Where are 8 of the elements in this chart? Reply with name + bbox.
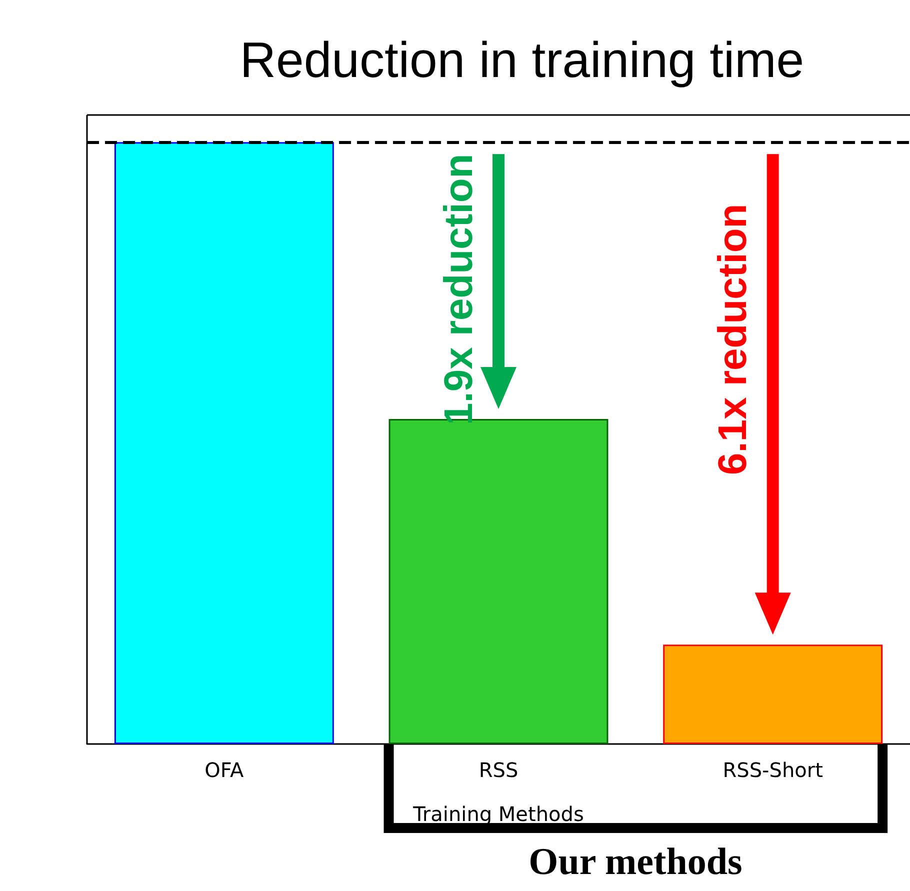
annotation: 6.1x reduction xyxy=(710,204,756,476)
chart-title: Reduction in training time xyxy=(240,32,804,88)
x-axis-title: Training Methods xyxy=(412,802,584,826)
x-tick-label: RSS xyxy=(478,758,518,782)
annotation: 1.9x reduction xyxy=(436,154,482,426)
x-tick-label: OFA xyxy=(204,758,244,782)
text: Our methods xyxy=(528,840,742,884)
x-tick-label: RSS-Short xyxy=(722,758,824,782)
